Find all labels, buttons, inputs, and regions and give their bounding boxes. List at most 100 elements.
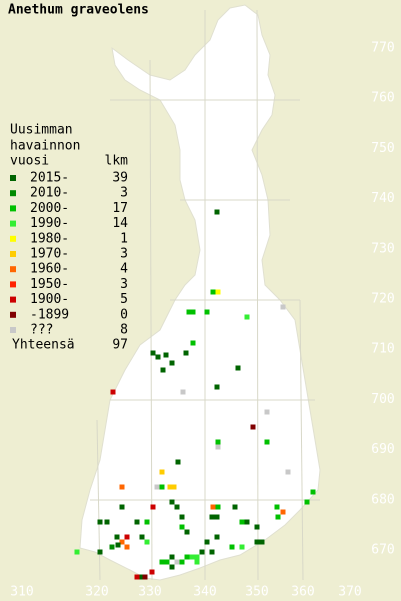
observation [254, 539, 260, 545]
legend-count: 5 [120, 292, 128, 307]
observation [174, 504, 180, 510]
observation [215, 444, 221, 450]
observation [215, 289, 221, 295]
observation [134, 574, 140, 580]
observation [144, 519, 150, 525]
legend-swatch [10, 220, 16, 227]
legend-heading: havainnon [10, 139, 80, 154]
observation [239, 519, 245, 525]
y-axis-label: 730 [371, 241, 394, 256]
observation [199, 549, 205, 555]
observation [229, 544, 235, 550]
observation [280, 509, 286, 515]
observation [214, 209, 220, 215]
legend-total: 97 [112, 338, 128, 353]
observation [209, 549, 215, 555]
observation [169, 360, 175, 366]
x-axis-label: 320 [85, 585, 108, 600]
observation [250, 424, 256, 430]
observation [142, 574, 148, 580]
y-axis-label: 700 [371, 392, 394, 407]
legend-swatch [10, 327, 16, 333]
legend-count: 14 [112, 216, 128, 231]
legend-label: -1899 [30, 307, 69, 322]
observation [244, 314, 250, 320]
observation [264, 409, 270, 415]
legend-swatch [10, 266, 16, 273]
observation [214, 514, 220, 520]
legend-count: 3 [120, 186, 128, 201]
observation [209, 514, 215, 520]
legend-label: 1980- [30, 231, 69, 246]
legend-label: 1990- [30, 216, 69, 231]
observation [190, 340, 196, 346]
y-axis-label: 720 [371, 292, 394, 307]
observation [149, 569, 155, 575]
legend-label: 2000- [30, 201, 69, 216]
observation [164, 559, 170, 565]
observation [179, 524, 185, 530]
observation [204, 309, 210, 315]
observation [310, 489, 316, 495]
legend-swatch [10, 311, 16, 318]
observation [274, 504, 280, 510]
y-axis-label: 680 [371, 492, 394, 507]
observation [259, 539, 265, 545]
observation [194, 559, 200, 565]
legend-label: 1970- [30, 247, 69, 262]
observation [97, 519, 103, 525]
observation [124, 534, 130, 540]
legend-swatch [10, 175, 16, 181]
observation [232, 504, 238, 510]
observation [179, 559, 185, 565]
x-axis-label: 310 [10, 585, 33, 600]
observation [235, 365, 241, 371]
observation [254, 524, 260, 530]
observation [119, 539, 125, 545]
observation [204, 539, 210, 545]
observation [214, 384, 220, 390]
x-axis-label: 360 [291, 585, 314, 600]
observation [186, 309, 192, 315]
observation [171, 484, 177, 490]
observation [115, 542, 121, 548]
observation [210, 504, 216, 510]
observation [155, 354, 161, 360]
observation [119, 484, 125, 490]
legend-count: 0 [120, 307, 128, 322]
legend-swatch [10, 251, 16, 257]
observation [175, 459, 181, 465]
y-axis-label: 750 [371, 141, 394, 156]
observation [264, 439, 270, 445]
legend-heading: Uusimman [10, 123, 73, 138]
observation [110, 389, 116, 395]
observation [109, 544, 115, 550]
observation [114, 534, 120, 540]
observation [159, 469, 165, 475]
legend-count-heading: lkm [105, 154, 129, 169]
observation [285, 469, 291, 475]
observation [169, 554, 175, 560]
observation [194, 554, 200, 560]
legend-label: 1960- [30, 262, 69, 277]
observation [134, 519, 140, 525]
observation [215, 439, 221, 445]
observations [74, 209, 316, 580]
observation [179, 514, 185, 520]
legend-swatch [10, 235, 16, 242]
legend-label: 1950- [30, 277, 69, 292]
y-axis-label: 760 [371, 91, 394, 106]
legend-count: 1 [120, 231, 128, 246]
observation [180, 389, 186, 395]
legend-count: 8 [120, 323, 128, 338]
x-axis-label: 330 [138, 585, 161, 600]
observation [119, 504, 125, 510]
observation [159, 484, 165, 490]
legend-count: 3 [120, 277, 128, 292]
observation [74, 549, 80, 555]
observation [163, 352, 169, 358]
map-title: Anethum graveolens [8, 3, 149, 18]
legend-swatch [10, 296, 16, 303]
legend-count: 4 [120, 262, 128, 277]
